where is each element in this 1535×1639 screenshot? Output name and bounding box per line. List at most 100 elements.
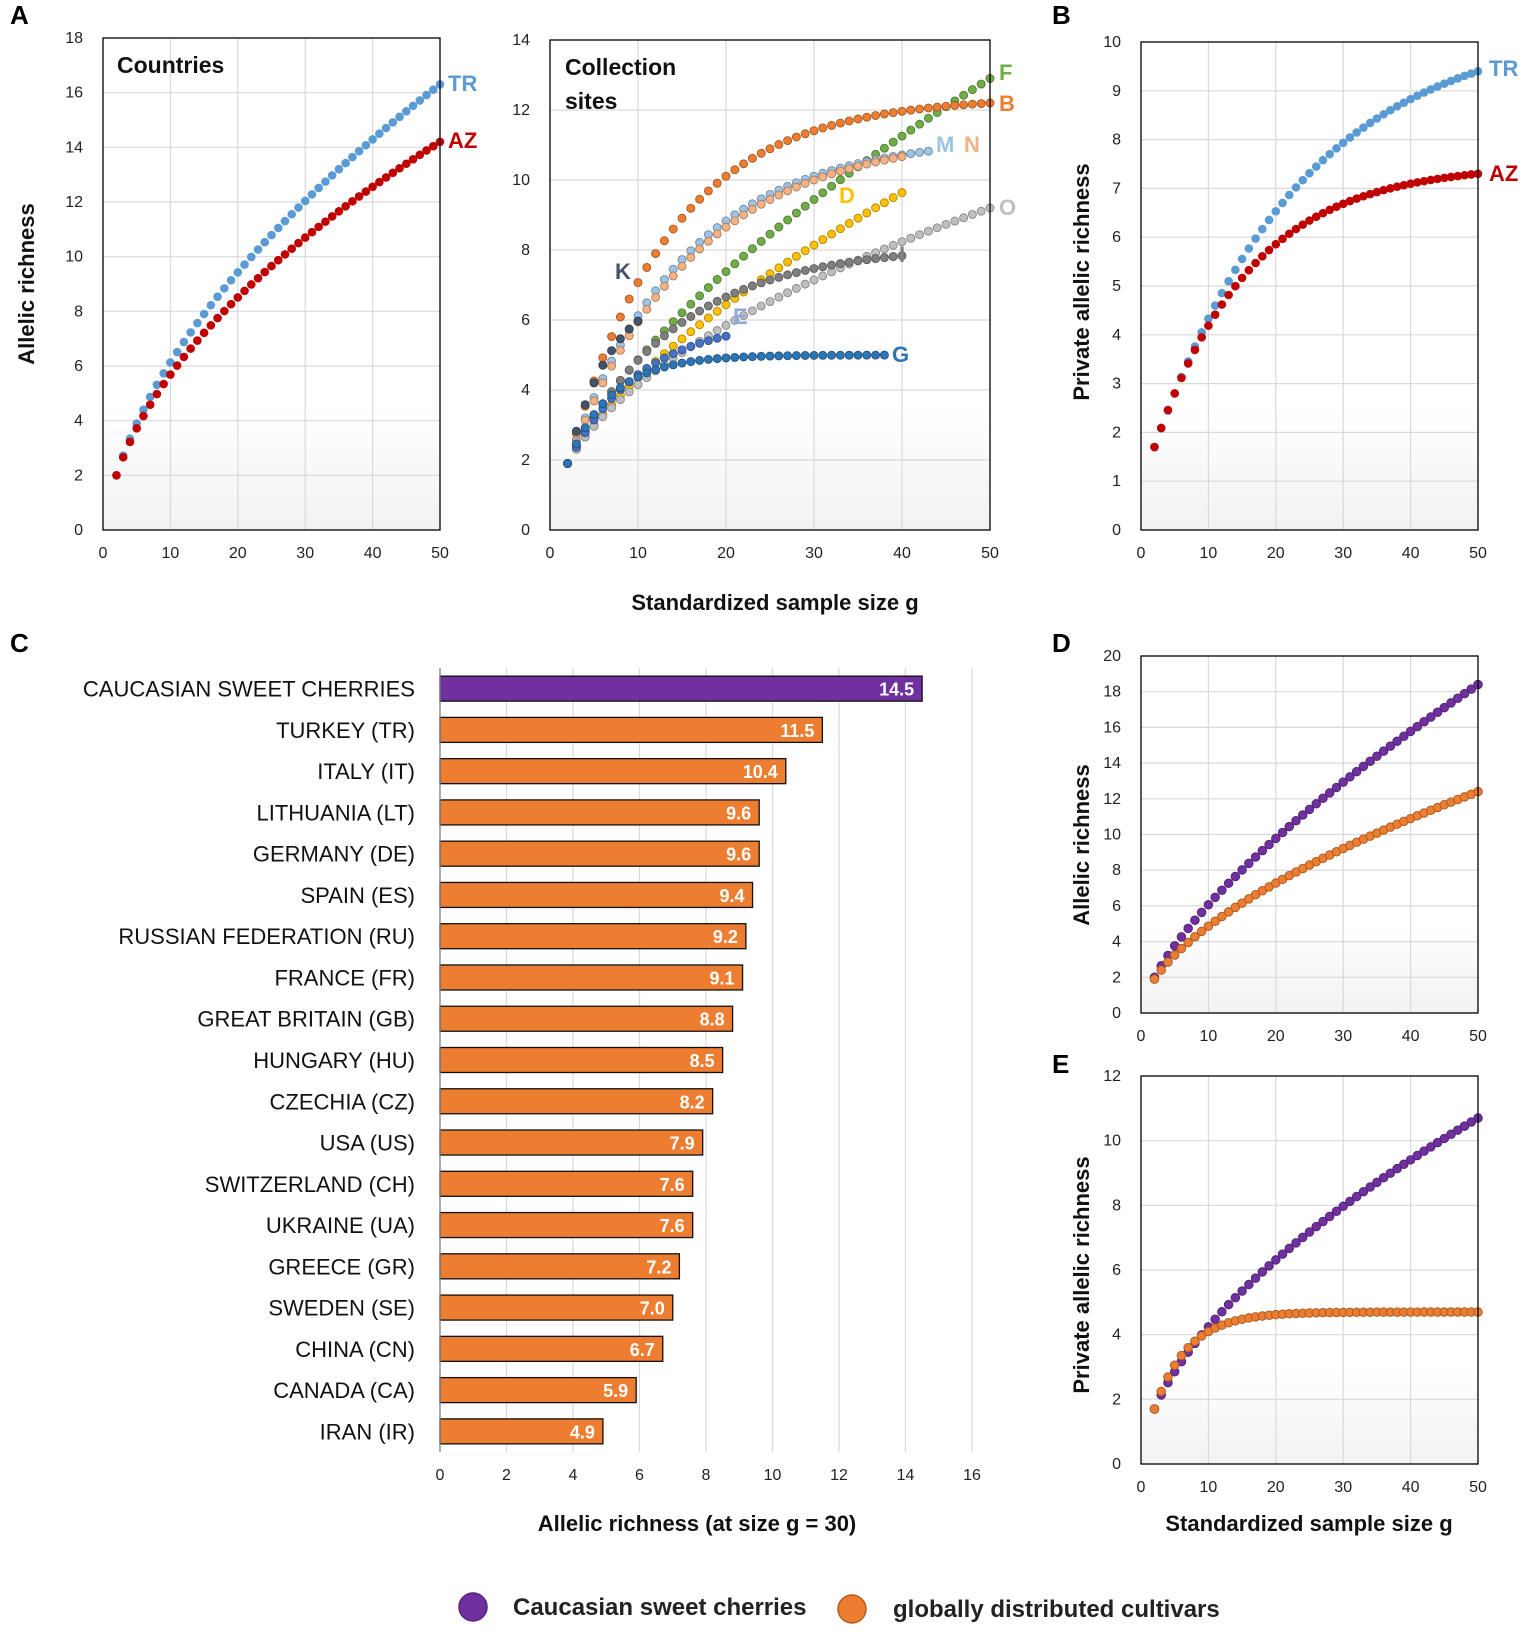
data-point (1264, 215, 1274, 225)
bar-value-label: 7.0 (640, 1299, 665, 1319)
data-point (368, 135, 377, 144)
bar-value-label: 5.9 (603, 1381, 628, 1401)
x-tick-label: 0 (1137, 1028, 1146, 1045)
bar-value-label: 9.1 (710, 968, 735, 988)
data-point (659, 353, 669, 363)
data-point (800, 201, 810, 211)
data-point (1439, 702, 1450, 713)
data-point (307, 227, 317, 237)
data-point (615, 383, 625, 393)
data-point (791, 132, 801, 142)
data-point (976, 206, 986, 216)
data-point (1237, 254, 1247, 264)
data-point (172, 361, 182, 370)
data-point (1332, 202, 1341, 211)
data-point (1217, 288, 1227, 298)
data-point (354, 192, 364, 201)
series-az (1150, 169, 1483, 452)
chart-a-countries: 0 2 4 6 8 10 12 14 16 18 0 10 20 30 40 50 Countries All… (14, 30, 477, 562)
data-point (246, 252, 256, 262)
bar (439, 1046, 724, 1074)
data-point (1392, 182, 1402, 192)
data-point (1278, 234, 1287, 244)
data-point (159, 369, 168, 378)
data-point (633, 380, 643, 389)
data-point (246, 280, 256, 289)
bar (439, 1088, 714, 1115)
x-tick-label: 10 (764, 1467, 782, 1484)
data-point (1359, 191, 1368, 201)
data-point (1284, 190, 1294, 200)
data-point (1278, 198, 1287, 208)
data-point (415, 150, 425, 160)
data-point (598, 353, 608, 363)
data-point (314, 222, 323, 232)
bar-value-label: 9.6 (726, 845, 751, 865)
data-point (695, 194, 705, 204)
site-label-b: B (999, 91, 1015, 116)
data-point (721, 320, 731, 330)
data-point (307, 190, 317, 199)
data-point (923, 113, 933, 123)
x-tick-label: 2 (502, 1467, 511, 1484)
data-point (888, 108, 898, 118)
data-point (739, 284, 749, 294)
bar-value-label: 7.2 (646, 1257, 671, 1277)
data-point (1351, 1191, 1362, 1202)
data-point (791, 182, 801, 192)
data-point (879, 109, 889, 119)
panel-letter-b: B (1052, 0, 1071, 30)
data-point (1264, 839, 1274, 850)
category-label: GERMANY (DE) (253, 842, 415, 867)
y-tick-label: 2 (74, 467, 83, 484)
data-point (607, 346, 617, 356)
data-point (1149, 1404, 1160, 1414)
data-point (1433, 82, 1442, 91)
data-point (695, 306, 705, 316)
data-point (1163, 957, 1173, 967)
x-tick-label: 20 (1267, 545, 1285, 562)
data-point (179, 352, 189, 362)
data-point (1271, 239, 1281, 249)
data-point (818, 271, 828, 281)
data-point (1190, 915, 1200, 925)
bar-value-label: 11.5 (780, 721, 814, 741)
data-point (253, 273, 263, 283)
data-point (879, 253, 889, 263)
data-point (756, 301, 766, 311)
data-point (1372, 187, 1382, 197)
data-point (422, 146, 431, 155)
data-point (624, 387, 634, 397)
y-tick-label: 10 (65, 249, 83, 266)
data-point (668, 349, 678, 359)
data-point (1453, 1125, 1463, 1135)
data-point (166, 358, 175, 367)
data-point (233, 268, 243, 277)
data-point (1372, 114, 1382, 123)
data-point (686, 341, 696, 351)
category-label: SWEDEN (SE) (268, 1296, 415, 1321)
data-point (1378, 746, 1389, 756)
data-point (361, 187, 371, 196)
series-k (563, 316, 643, 468)
x-tick-label: 30 (296, 545, 314, 562)
data-point (756, 199, 766, 209)
data-point (615, 334, 625, 344)
x-tick-label: 40 (893, 545, 911, 562)
data-point (571, 426, 581, 436)
data-point (220, 306, 229, 316)
data-point (686, 203, 696, 213)
data-point (712, 354, 722, 364)
data-point (721, 267, 731, 277)
data-point (835, 350, 845, 360)
data-point (408, 101, 418, 111)
data-point (1183, 1342, 1193, 1353)
data-point (827, 350, 837, 360)
data-point (300, 233, 310, 242)
data-point (1210, 301, 1220, 310)
data-point (800, 246, 810, 256)
data-point (871, 350, 881, 360)
data-point (260, 267, 270, 277)
data-point (1237, 273, 1247, 283)
data-point (633, 316, 643, 326)
